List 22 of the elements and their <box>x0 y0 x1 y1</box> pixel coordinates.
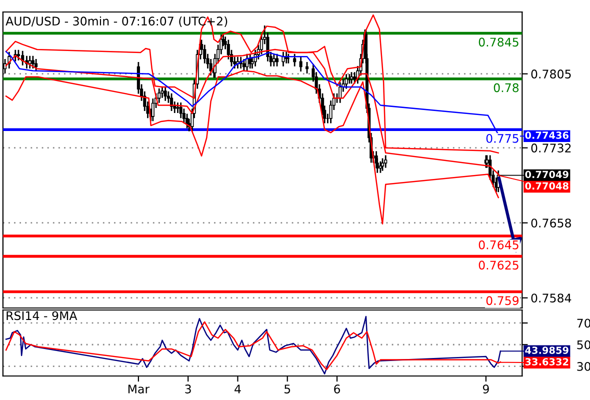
ref-line-label: 0.7845 <box>478 38 518 47</box>
annotation: 0.77049 <box>525 170 568 178</box>
x-tick-label: 6 <box>334 384 340 394</box>
annotation: 0.77048 <box>525 182 568 190</box>
x-tick-label: 5 <box>284 384 290 394</box>
annotation: 33.6332 <box>525 358 568 366</box>
ref-line-label: 0.775 <box>486 134 518 143</box>
x-tick-label: 4 <box>234 384 241 394</box>
annotation: 0.77436 <box>525 132 569 139</box>
ref-line-label: 0.78 <box>494 83 519 92</box>
ref-line-label: 0.7645 <box>478 240 518 250</box>
y-tick-label: 0.7658 <box>531 218 571 228</box>
y-tick-label: 0.7584 <box>531 294 572 303</box>
ref-line-label: 0.7625 <box>478 260 518 270</box>
x-tick-label: Mar <box>128 384 150 394</box>
x-tick-label: 3 <box>185 384 191 394</box>
annotation: 43.9859 <box>525 346 568 354</box>
ref-line-label: 0.759 <box>486 296 519 306</box>
y-tick-label: 0.7732 <box>531 144 571 152</box>
y-tick-label: 0.7805 <box>531 70 571 78</box>
x-tick-label: 9 <box>482 384 489 394</box>
chart-title: RSI14 - 9MA <box>6 311 78 320</box>
